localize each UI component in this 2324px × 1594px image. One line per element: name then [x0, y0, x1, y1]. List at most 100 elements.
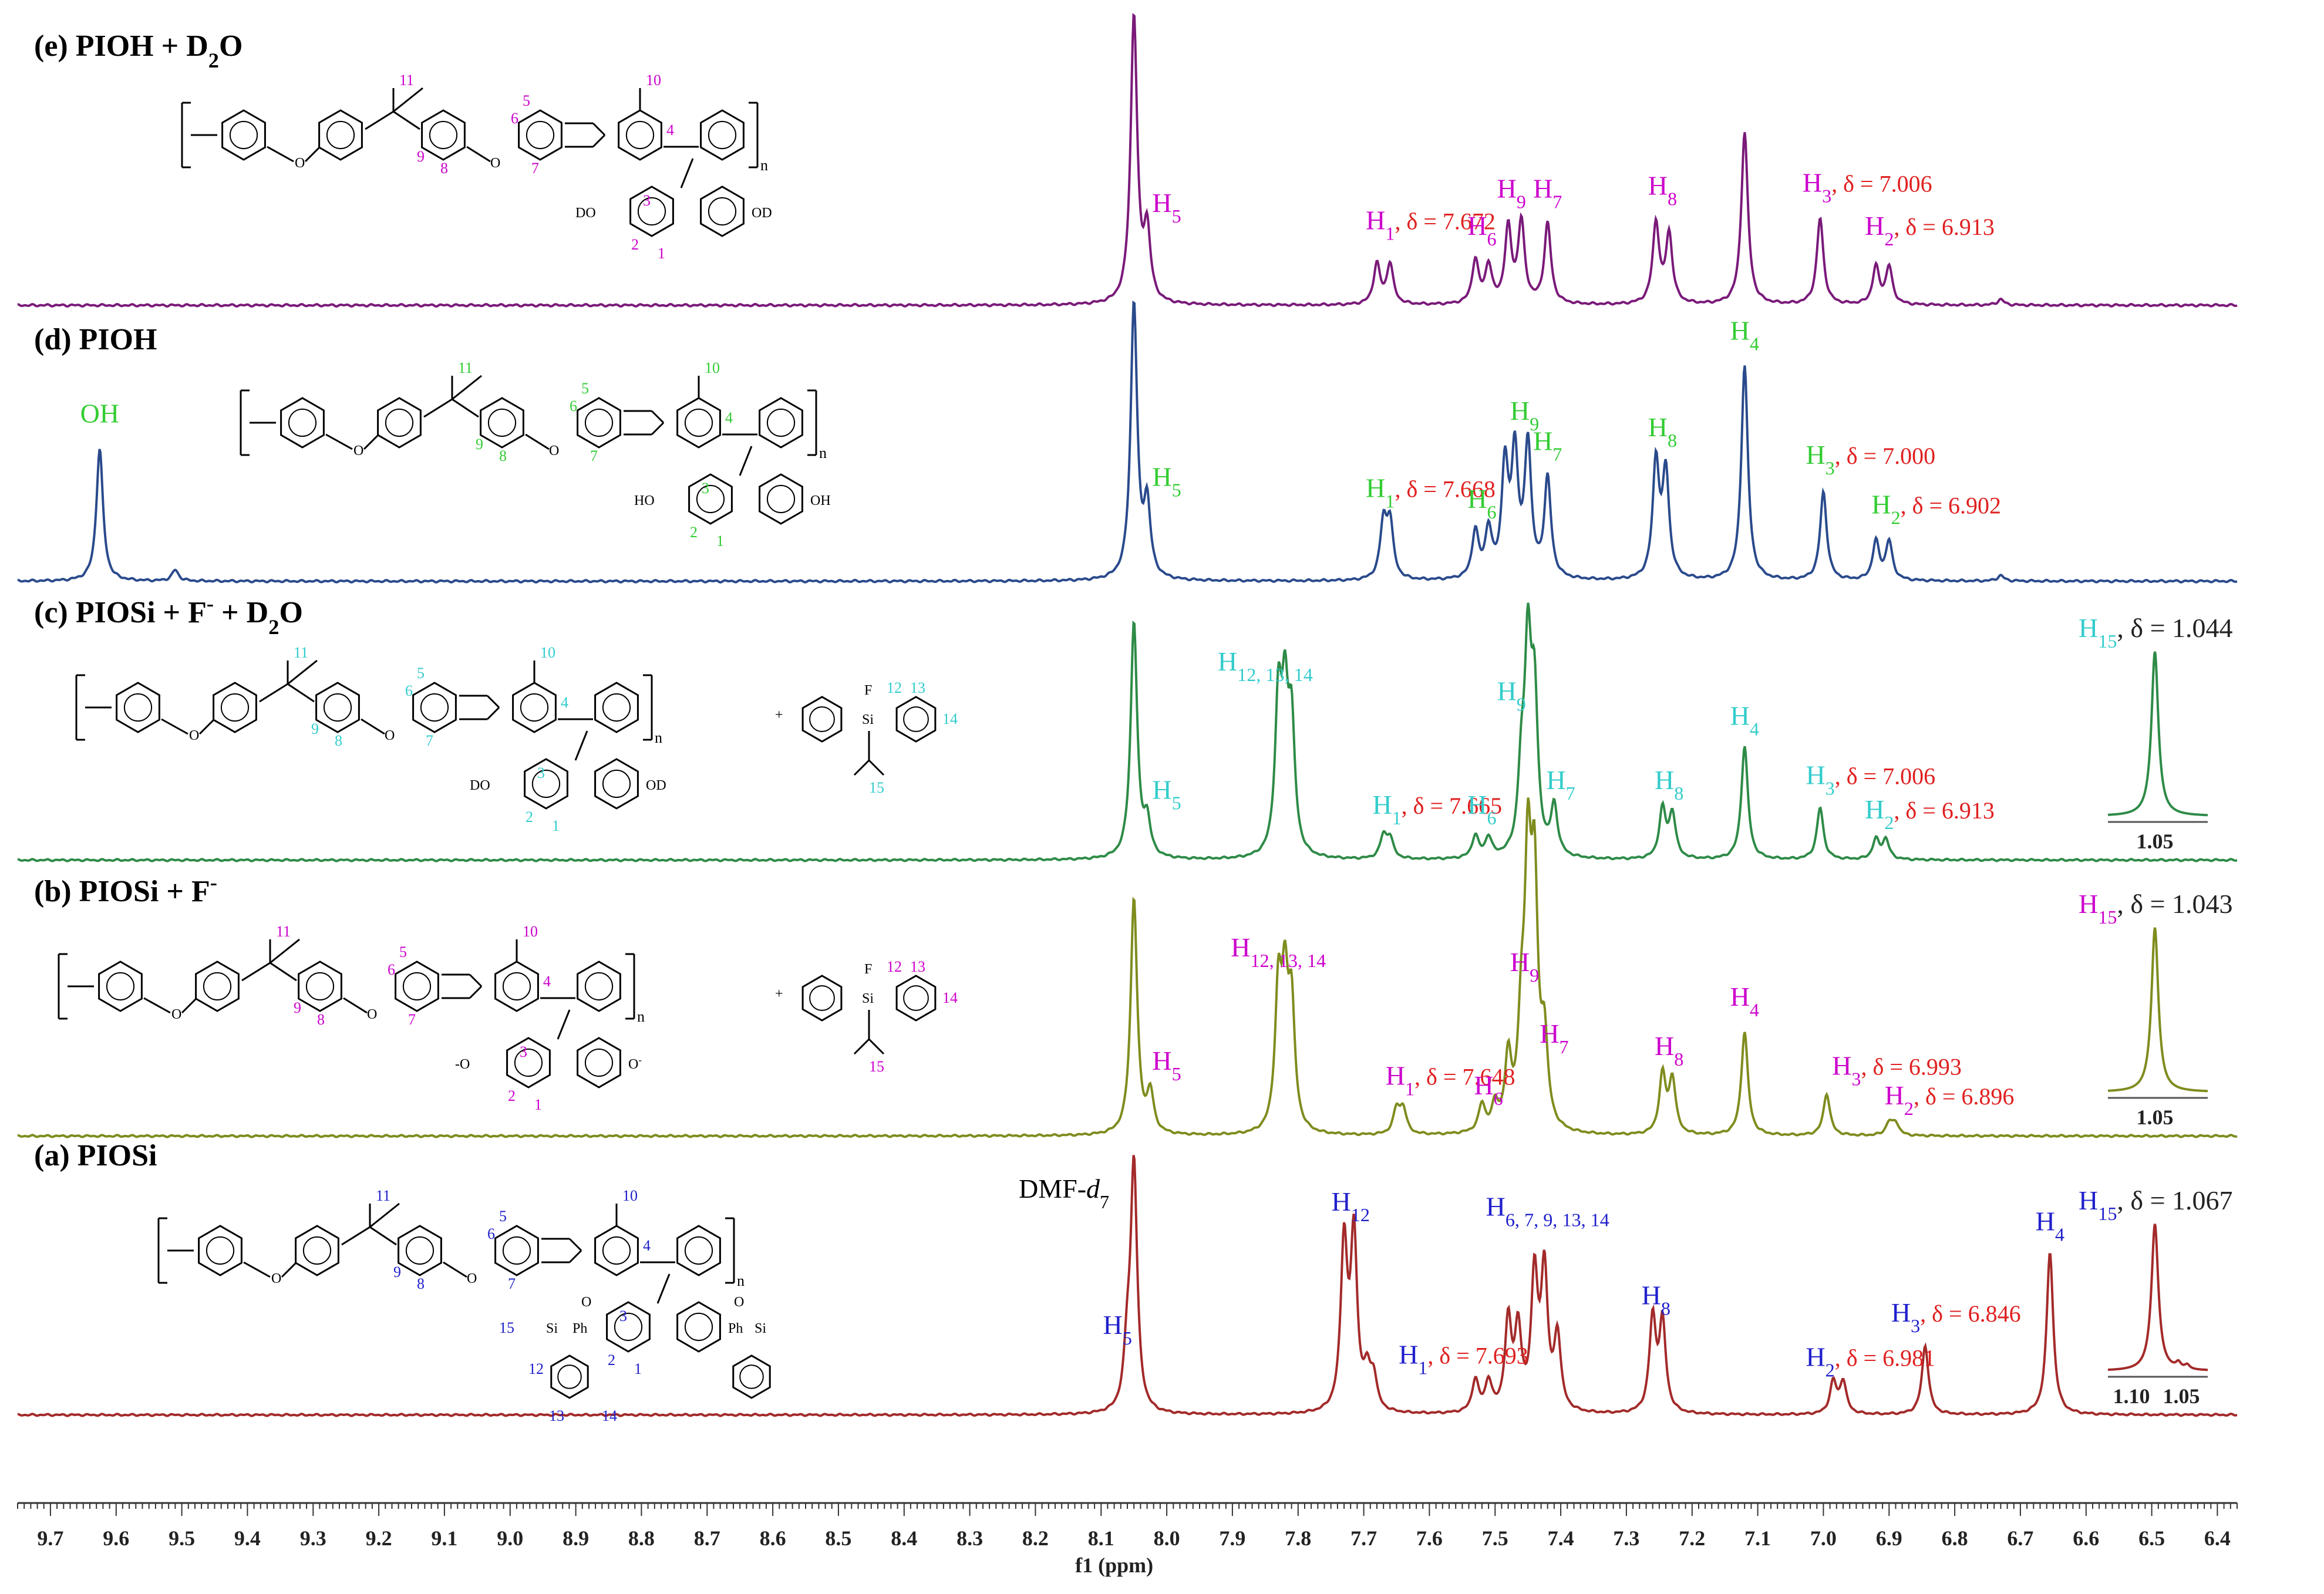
ring-imide-aryl-aromatic [206, 1236, 235, 1265]
peak-a-7 [1488, 1385, 1489, 1386]
x-tick-label: 7.5 [1482, 1526, 1508, 1550]
ring-si-ph-r-aromatic [739, 1364, 764, 1389]
bond [267, 146, 294, 163]
locant-7: 7 [531, 160, 539, 177]
ring-imide2 [395, 961, 439, 1012]
bond [853, 759, 870, 776]
locant-9: 9 [311, 720, 319, 737]
peak-b-6 [1403, 1111, 1404, 1112]
silane-locant-15: 15 [869, 779, 884, 796]
bond [452, 375, 482, 400]
peak-d-5 [1389, 525, 1390, 527]
structure-d: O 11 98 O 56 7 10 4 n 3 2 1 HO OH [240, 359, 831, 550]
structure-e: O 11 98 O 56 7 10 4 n 3 2 1 DO OD [181, 72, 772, 262]
ring-ph2 [315, 682, 360, 733]
bond [287, 683, 315, 703]
ph-l: Ph [572, 1321, 587, 1336]
bond [365, 110, 394, 130]
locant-3: 3 [537, 764, 545, 781]
bond [443, 1261, 467, 1278]
repeat-n: n [819, 444, 827, 461]
end-group-l: DO [470, 778, 490, 793]
ring-fluorene-r-aromatic [602, 769, 631, 798]
x-tick-label: 9.0 [497, 1526, 523, 1550]
peak-c-1 [1147, 825, 1148, 826]
x-tick-label: 6.6 [2073, 1526, 2099, 1550]
solvent-label: DMF-d7 [1019, 1174, 1109, 1212]
atom-o2: O [467, 1271, 477, 1286]
ring-imide-aryl [116, 682, 160, 733]
peak-a-8 [1508, 1326, 1509, 1327]
ring-right-aryl [759, 397, 803, 449]
locant-3: 3 [643, 192, 651, 209]
silane-locant-13: 13 [910, 958, 925, 975]
ring-fluorene-r-aromatic [584, 1048, 614, 1077]
atom-o2: O [367, 1007, 377, 1022]
ring-imide2-aromatic [584, 408, 614, 437]
bond [270, 938, 300, 964]
peak-label-c-1: H12, 13, 14 [1218, 646, 1313, 685]
ring-ph2 [421, 109, 466, 161]
locant-13: 13 [549, 1407, 564, 1424]
peak-label-e-0: H5 [1152, 188, 1181, 227]
silane-locant-12: 12 [887, 679, 902, 696]
locant-11: 11 [399, 72, 414, 89]
atom-o2: O [549, 443, 559, 459]
ring-imide2-aromatic [402, 972, 432, 1001]
ring-fluorene-l-aromatic [614, 1312, 643, 1342]
locant-11: 11 [276, 923, 291, 940]
ring-n-aryl-aromatic [520, 693, 549, 722]
inset-label-c: H15, δ = 1.044 [2079, 613, 2233, 652]
x-tick-label: 7.2 [1679, 1526, 1705, 1550]
locant-1: 1 [658, 245, 665, 262]
ring-right-aryl-aromatic [684, 1236, 713, 1265]
atom-o: O [189, 728, 199, 743]
x-tick-label: 7.8 [1285, 1526, 1311, 1550]
ring-fluorene-r [594, 758, 639, 810]
bond [304, 146, 321, 163]
locant-4: 4 [725, 409, 733, 426]
peak-label-c-7: H4 [1730, 701, 1759, 740]
peak-label-b-3: H6 [1474, 1070, 1503, 1109]
end-group-r: OD [752, 205, 772, 221]
ring-n-aryl [618, 109, 662, 161]
peak-label-d-7: H4 [1730, 316, 1759, 355]
locant-4: 4 [666, 122, 674, 139]
peak-label-c-3: H6 [1467, 790, 1496, 828]
bond [369, 1202, 400, 1228]
x-tick-label: 8.3 [956, 1526, 983, 1550]
peak-c-3 [1284, 722, 1285, 723]
peak-a-9 [1517, 1336, 1518, 1337]
ring-imide2 [577, 397, 621, 449]
peak-b-13 [1544, 1052, 1545, 1053]
silane-ph-r-aromatic [903, 985, 929, 1011]
ring-right-aryl [577, 961, 621, 1012]
repeat-n: n [760, 157, 768, 174]
peak-label-a-2: H1, δ = 7.693 [1399, 1339, 1528, 1378]
ring-n-aryl [494, 961, 539, 1012]
ring-fluorene-l [688, 473, 733, 525]
peak-label-d-3: H6 [1467, 484, 1496, 523]
bond [868, 759, 885, 776]
atom-o-si-r: O [734, 1295, 744, 1310]
x-tick-label: 7.1 [1744, 1526, 1771, 1550]
locant-10: 10 [540, 644, 555, 661]
x-tick-label: 8.0 [1154, 1526, 1180, 1550]
peak-label-b-2: H1, δ = 7.648 [1386, 1060, 1515, 1099]
ring-si-ph-aromatic [557, 1364, 582, 1389]
locant-3: 3 [702, 480, 709, 497]
peak-label-c-8: H3, δ = 7.006 [1806, 760, 1935, 798]
x-tick-label: 6.7 [2007, 1526, 2033, 1550]
bond [486, 706, 500, 720]
atom-o2: O [385, 728, 395, 743]
ring-imide-aryl [280, 397, 325, 449]
x-tick-label: 9.7 [37, 1526, 63, 1550]
bond [369, 1226, 397, 1246]
inset-spectrum-c [2107, 651, 2208, 817]
ring-ph2-aromatic [305, 972, 335, 1001]
bond [343, 997, 368, 1014]
bond [739, 446, 753, 476]
ring-right-aryl [676, 1225, 721, 1276]
peak-label-a-1: H12 [1332, 1187, 1370, 1225]
